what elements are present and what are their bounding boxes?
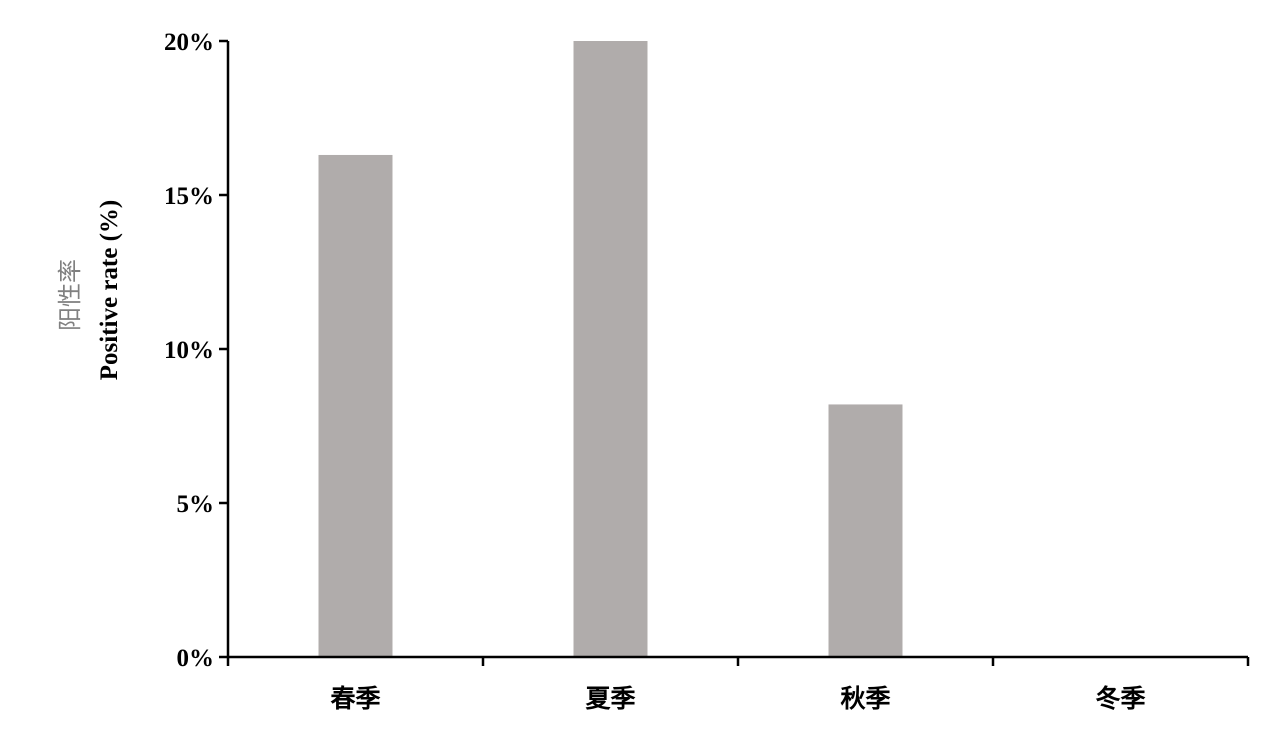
bar-0 <box>318 154 393 657</box>
x-tick-label: 春季 <box>330 684 380 713</box>
x-tick-label: 秋季 <box>840 684 890 713</box>
y-ticks: 0% 5% 10% 15% 20% <box>164 29 228 672</box>
y-axis-label-chinese: 阳性率 <box>56 259 84 331</box>
y-axis-label: Positive rate (%) <box>96 200 123 380</box>
x-tick-label: 冬季 <box>1095 684 1145 713</box>
y-tick-label: 15% <box>164 183 214 210</box>
y-tick-label: 5% <box>177 491 215 518</box>
y-tick-label: 20% <box>164 29 214 56</box>
y-tick-label: 0% <box>177 645 215 672</box>
x-tick-label: 夏季 <box>585 684 635 713</box>
bars <box>318 41 903 657</box>
bar-2 <box>828 404 903 657</box>
x-ticks: 春季 夏季 秋季 冬季 <box>226 657 1250 713</box>
y-tick-label: 10% <box>164 337 214 364</box>
bar-1 <box>573 41 648 657</box>
